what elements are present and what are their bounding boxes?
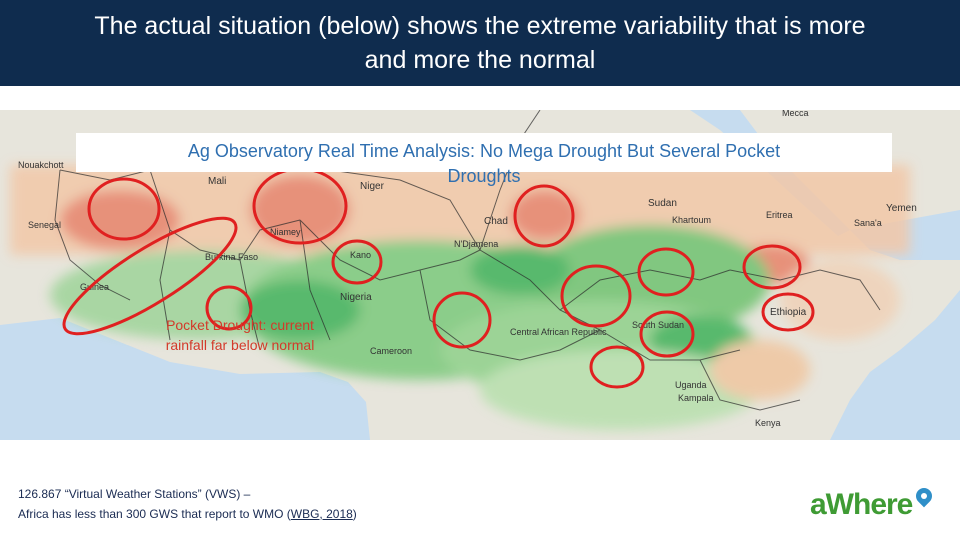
- label-kampala: Kampala: [678, 393, 714, 403]
- footnote: 126.867 “Virtual Weather Stations” (VWS)…: [18, 484, 357, 524]
- location-pin-icon: [912, 484, 936, 508]
- label-ndjamena: N'Djamena: [454, 239, 498, 249]
- label-yemen: Yemen: [886, 203, 917, 214]
- drought-pocket-circle: [205, 285, 253, 331]
- place-labels: Mecca Nouakchott Mali Niger Chad Sudan K…: [18, 110, 917, 428]
- label-sanaa: Sana'a: [854, 218, 882, 228]
- drought-pocket-circle: [432, 291, 492, 349]
- label-south-sudan: South Sudan: [632, 320, 684, 330]
- label-chad: Chad: [484, 216, 508, 227]
- label-kenya: Kenya: [755, 418, 781, 428]
- label-guinea: Guinea: [80, 282, 109, 292]
- label-khartoum: Khartoum: [672, 215, 711, 225]
- drought-pocket-circle: [331, 239, 383, 285]
- label-senegal: Senegal: [28, 220, 61, 230]
- slide-title-line2: and more the normal: [364, 46, 596, 74]
- label-niger: Niger: [360, 181, 385, 192]
- drought-pocket-circle: [637, 247, 695, 297]
- drought-pocket-circle: [742, 244, 802, 290]
- footnote-line2: Africa has less than 300 GWS that report…: [18, 504, 357, 524]
- wbg-2018-link[interactable]: WBG, 2018: [290, 507, 353, 521]
- label-cameroon: Cameroon: [370, 346, 412, 356]
- label-nigeria: Nigeria: [340, 292, 372, 303]
- footnote-line1: 126.867 “Virtual Weather Stations” (VWS)…: [18, 487, 251, 501]
- pocket-drought-annotation: Pocket Drought: current rainfall far bel…: [140, 315, 340, 355]
- gulf-of-guinea-sea: [0, 318, 370, 440]
- label-nouakchott: Nouakchott: [18, 160, 64, 170]
- label-mecca: Mecca: [782, 110, 809, 118]
- footnote-line2-text: Africa has less than 300 GWS that report…: [18, 507, 291, 521]
- country-borders: [54, 110, 881, 411]
- drought-pocket-circle: [761, 292, 815, 332]
- drought-pocket-circle: [639, 310, 695, 358]
- map-title-line2: Droughts: [447, 166, 521, 186]
- rainfall-anomaly-layer: [10, 165, 910, 430]
- annotation-line2: rainfall far below normal: [165, 337, 315, 353]
- label-uganda: Uganda: [675, 380, 707, 390]
- label-ethiopia: Ethiopia: [770, 307, 807, 318]
- map-title-line1: Ag Observatory Real Time Analysis: No Me…: [187, 141, 781, 161]
- slide-title: The actual situation (below) shows the e…: [0, 0, 960, 86]
- label-mali: Mali: [208, 176, 226, 187]
- label-kano: Kano: [350, 250, 371, 260]
- annotation-line1: Pocket Drought: current: [166, 317, 314, 333]
- drought-pocket-circle: [62, 216, 238, 336]
- label-burkina: Burkina Faso: [205, 252, 258, 262]
- awhere-logo: aWhere: [810, 484, 940, 528]
- drought-pocket-circle: [589, 345, 645, 389]
- map-title: Ag Observatory Real Time Analysis: No Me…: [76, 133, 892, 186]
- drought-pocket-circle: [560, 264, 632, 328]
- label-eritrea: Eritrea: [766, 210, 793, 220]
- label-sudan: Sudan: [648, 198, 677, 209]
- label-car: Central African Republic: [510, 327, 607, 337]
- footnote-line2-close: ): [352, 507, 357, 521]
- slide-title-line1: The actual situation (below) shows the e…: [94, 12, 866, 40]
- drought-pocket-circle: [513, 184, 575, 248]
- logo-text: aWhere: [810, 488, 913, 521]
- label-niamey: Niamey: [270, 227, 301, 237]
- drought-pocket-circle: [87, 177, 161, 241]
